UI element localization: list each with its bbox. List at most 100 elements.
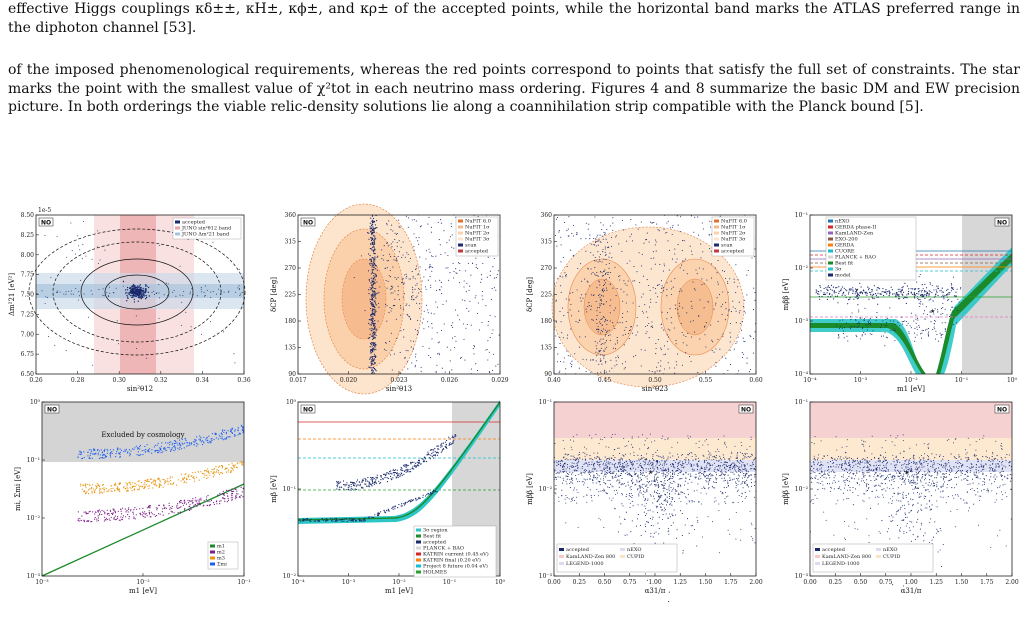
scan-point xyxy=(911,293,914,295)
scan-point xyxy=(181,448,183,450)
scan-point xyxy=(189,293,191,295)
scan-point xyxy=(421,322,423,324)
scan-point xyxy=(816,290,818,292)
scan-point xyxy=(722,465,724,467)
scan-point xyxy=(200,441,202,443)
scan-point xyxy=(368,366,370,368)
scan-point xyxy=(600,469,602,471)
scan-point xyxy=(391,308,393,310)
scan-point xyxy=(79,517,81,519)
scan-point xyxy=(936,334,938,336)
scan-point xyxy=(236,490,238,492)
scan-point xyxy=(672,463,674,465)
scan-point xyxy=(919,303,922,305)
scan-point xyxy=(453,271,455,273)
scan-point xyxy=(555,477,557,479)
scan-point xyxy=(374,336,376,338)
scan-point xyxy=(191,500,193,502)
scan-point xyxy=(562,477,564,479)
scan-point xyxy=(623,329,625,331)
scan-point xyxy=(660,348,662,350)
scan-point xyxy=(101,451,104,453)
scan-point xyxy=(849,298,851,300)
scan-point xyxy=(239,288,241,289)
scan-point xyxy=(595,318,598,320)
scan-point xyxy=(175,440,177,442)
scan-point xyxy=(142,453,144,456)
scan-point xyxy=(910,291,912,293)
scan-point xyxy=(576,232,578,234)
scan-point xyxy=(555,300,557,302)
scan-point xyxy=(599,294,601,296)
scan-point xyxy=(381,249,383,251)
scan-point xyxy=(397,507,399,509)
scan-point xyxy=(613,464,615,466)
scan-point xyxy=(625,464,627,466)
scan-point xyxy=(742,481,744,483)
scan-point xyxy=(587,268,589,270)
scan-point xyxy=(126,484,128,486)
scan-point xyxy=(832,286,834,288)
scan-point xyxy=(204,469,206,472)
scan-point xyxy=(754,476,756,478)
scan-point xyxy=(406,361,409,363)
scan-point xyxy=(609,225,611,227)
scan-point xyxy=(950,309,952,311)
scan-point xyxy=(163,482,166,484)
scan-point xyxy=(596,274,598,277)
scan-point xyxy=(145,294,147,297)
x-tick-label: 10⁰ xyxy=(495,579,506,586)
scan-point xyxy=(383,245,385,247)
scan-point xyxy=(373,241,375,243)
scan-point xyxy=(205,469,207,472)
scan-point xyxy=(370,302,372,305)
scan-point xyxy=(877,292,879,294)
scan-point xyxy=(666,472,668,474)
scan-point xyxy=(644,325,646,328)
scan-point xyxy=(935,289,937,291)
scan-point xyxy=(225,438,227,440)
scan-point xyxy=(227,469,229,471)
scan-point xyxy=(416,360,418,362)
scan-point xyxy=(609,370,611,372)
scan-point xyxy=(669,471,671,474)
scan-point xyxy=(683,484,686,486)
scan-point xyxy=(941,291,943,293)
scan-point xyxy=(556,361,558,363)
scan-point xyxy=(714,481,716,484)
scan-point xyxy=(709,248,711,250)
scan-point xyxy=(933,313,935,315)
scan-point xyxy=(389,307,391,309)
scan-point xyxy=(473,346,476,348)
scan-point xyxy=(602,248,604,251)
scan-point xyxy=(109,519,111,521)
scan-point xyxy=(595,345,597,347)
x-tick-label: 10⁻² xyxy=(392,579,406,586)
scan-point xyxy=(141,290,143,292)
scan-point xyxy=(212,502,215,504)
scan-point xyxy=(117,487,119,489)
scan-point xyxy=(94,516,96,519)
scan-point xyxy=(872,293,874,295)
scan-point xyxy=(497,270,499,272)
scan-point xyxy=(169,480,172,482)
scan-point xyxy=(386,222,388,224)
3sigma-band xyxy=(298,400,500,524)
scan-point xyxy=(660,292,662,294)
scan-point xyxy=(676,215,678,217)
scan-point xyxy=(666,295,668,297)
scan-point xyxy=(723,456,725,458)
axes: 0.26 0.28 0.30 0.32 0.34 0.366.506.757.007.25… xyxy=(8,212,251,393)
scan-point xyxy=(921,284,923,286)
scan-point xyxy=(741,471,743,473)
scan-point xyxy=(85,486,87,488)
scan-point xyxy=(338,488,340,490)
scan-point xyxy=(346,489,348,491)
scan-point xyxy=(576,289,578,291)
scan-point xyxy=(395,318,397,320)
scan-point xyxy=(68,290,70,292)
legend-entry: Best fit xyxy=(423,534,441,540)
scan-point xyxy=(732,300,734,302)
scan-point xyxy=(680,216,682,218)
scan-point xyxy=(162,514,164,516)
